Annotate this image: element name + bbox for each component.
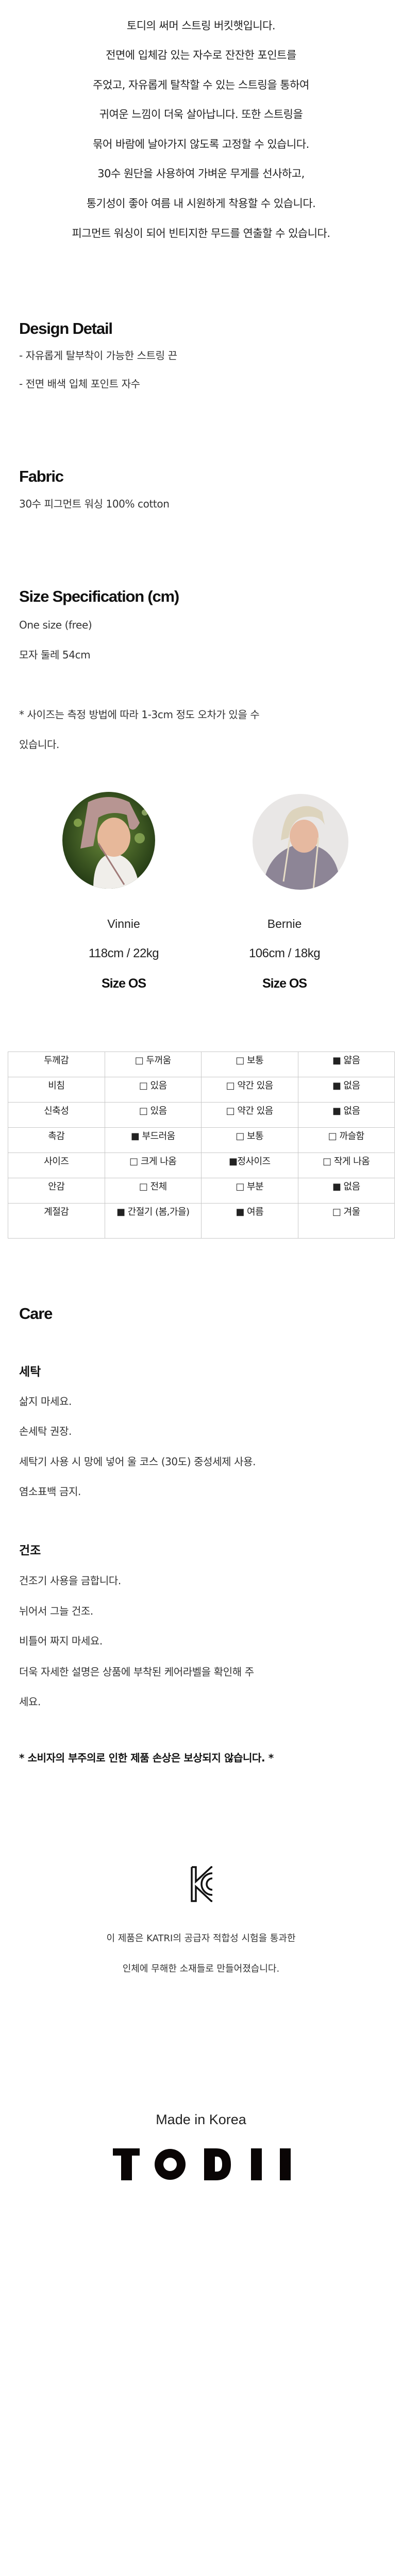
size-spec-heading: Size Specification (cm) [19,587,179,605]
certification-text: 이 제품은 KATRI의 공급자 적합성 시험을 통과한 [106,1933,296,1944]
spec-option: □ 있음 [104,1102,202,1128]
spec-attribute-label: 비침 [8,1077,105,1103]
fabric-text: 30수 피그먼트 워싱 100% cotton [19,498,170,510]
spec-option: □ 작게 나옴 [297,1153,395,1178]
spec-table-row: 안감 □ 전체 □ 부분 ■ 없음 [8,1178,395,1204]
wash-instruction: 염소표백 금지. [19,1485,81,1498]
spec-attribute-label: 두께감 [8,1052,105,1077]
spec-option: ■ 얇음 [297,1052,395,1077]
spec-table-row: 두께감 □ 두꺼움 □ 보통 ■ 얇음 [8,1052,395,1077]
model-name: Bernie [267,917,302,930]
certification-text: 인체에 무해한 소재들로 만들어졌습니다. [122,1963,280,1974]
spec-table-row: 사이즈 □ 크게 나옴 ■정사이즈 □ 작게 나옴 [8,1153,395,1178]
spec-table-row: 계절감 ■ 간절기 (봄,가을) ■ 여름 □ 겨울 [8,1203,395,1239]
care-heading: Care [19,1304,53,1323]
intro-line: 주었고, 자유롭게 탈착할 수 있는 스트링을 통하여 [93,79,309,91]
dry-instruction: 더욱 자세한 설명은 상품에 부착된 케어라벨을 확인해 주 [19,1666,254,1678]
dry-instruction: 비틀어 짜지 마세요. [19,1635,103,1647]
dry-instruction: 세요. [19,1696,41,1708]
spec-option: ■ 없음 [297,1102,395,1128]
fabric-heading: Fabric [19,467,64,485]
model-measurements: 106cm / 18kg [248,946,321,960]
model-photo-vinnie [62,792,155,889]
spec-attribute-label: 촉감 [8,1127,105,1153]
spec-option: □ 두꺼움 [104,1052,202,1077]
spec-attribute-label: 사이즈 [8,1153,105,1178]
dry-heading: 건조 [19,1544,41,1557]
spec-option: □ 약간 있음 [201,1077,298,1103]
spec-attribute-label: 신축성 [8,1102,105,1128]
wash-instruction: 손세탁 권장. [19,1425,72,1437]
spec-table-row: 비침 □ 있음 □ 약간 있음 ■ 없음 [8,1077,395,1103]
spec-option: ■ 여름 [201,1203,298,1239]
fabric-spec-table: 두께감 □ 두꺼움 □ 보통 ■ 얇음 비침 □ 있음 □ 약간 있음 ■ 없음 신축성 □ 있음… [8,1052,395,1239]
size-text: One size (free) [19,619,92,631]
design-detail-item: - 전면 배색 입체 포인트 자수 [19,378,140,390]
spec-option: □ 보통 [201,1127,298,1153]
disclaimer: * 소비자의 부주의로 인한 제품 손상은 보상되지 않습니다. * [19,1752,274,1764]
dry-instruction: 건조기 사용을 금합니다. [19,1574,121,1587]
spec-option: ■ 부드러움 [104,1127,202,1153]
spec-option: □ 전체 [104,1178,202,1204]
dry-instruction: 뉘어서 그늘 건조. [19,1605,93,1617]
spec-table-row: 신축성 □ 있음 □ 약간 있음 ■ 없음 [8,1102,395,1128]
todii-logo [113,2148,291,2181]
spec-option: □ 겨울 [297,1203,395,1239]
model-name: Vinnie [107,917,140,930]
kc-mark-icon [191,1866,213,1902]
design-detail-item: - 자유롭게 탈부착이 가능한 스트링 끈 [19,349,177,362]
size-note: 있습니다. [19,738,59,751]
model-size: Size OS [101,976,146,991]
wash-instruction: 세탁기 사용 시 망에 넣어 울 코스 (30도) 중성세제 사용. [19,1455,256,1468]
intro-line: 토디의 써머 스트링 버킷햇입니다. [126,20,276,32]
model-photo-bernie [253,794,348,890]
intro-line: 30수 원단을 사용하여 가벼운 무게를 선사하고, [97,167,305,180]
spec-option: □ 부분 [201,1178,298,1204]
size-note: * 사이즈는 측정 방법에 따라 1-3cm 정도 오차가 있을 수 [19,708,260,721]
spec-option: ■정사이즈 [201,1153,298,1178]
spec-option: □ 있음 [104,1077,202,1103]
intro-line: 전면에 입체감 있는 자수로 잔잔한 포인트를 [106,49,296,61]
wash-instruction: 삶지 마세요. [19,1395,72,1408]
spec-option: □ 보통 [201,1052,298,1077]
wash-heading: 세탁 [19,1365,41,1379]
model-measurements: 118cm / 22kg [88,946,159,960]
spec-option: ■ 간절기 (봄,가을) [104,1203,202,1239]
spec-attribute-label: 안감 [8,1178,105,1204]
spec-option: ■ 없음 [297,1077,395,1103]
intro-line: 통기성이 좋아 여름 내 시원하게 착용할 수 있습니다. [86,197,316,210]
model-size: Size OS [262,976,307,991]
spec-option: □ 약간 있음 [201,1102,298,1128]
circumference-text: 모자 둘레 54cm [19,649,91,661]
design-detail-heading: Design Detail [19,319,113,337]
intro-line: 피그먼트 워싱이 되어 빈티지한 무드를 연출할 수 있습니다. [72,227,330,240]
made-in-korea: Made in Korea [156,2112,246,2127]
spec-table-row: 촉감 ■ 부드러움 □ 보통 □ 까슬함 [8,1127,395,1153]
spec-attribute-label: 계절감 [8,1203,105,1239]
spec-option: □ 크게 나옴 [104,1153,202,1178]
intro-line: 묶어 바람에 날아가지 않도록 고정할 수 있습니다. [93,138,309,150]
intro-line: 귀여운 느낌이 더욱 살아납니다. 또한 스트링을 [99,108,303,121]
spec-option: □ 까슬함 [297,1127,395,1153]
spec-option: ■ 없음 [297,1178,395,1204]
